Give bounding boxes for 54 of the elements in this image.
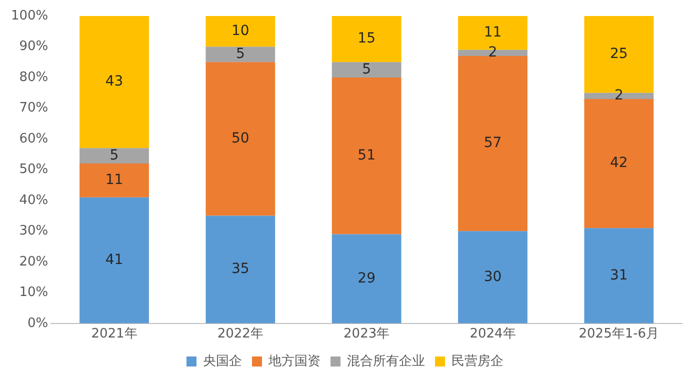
bar xyxy=(80,197,149,324)
bar xyxy=(332,77,402,234)
y-tick-label: 60% xyxy=(19,131,48,146)
data-label: 10 xyxy=(232,23,250,40)
data-label: 51 xyxy=(358,148,376,164)
bar xyxy=(206,62,276,216)
data-label: 43 xyxy=(105,74,124,90)
x-tick-label: 2024年 xyxy=(470,326,516,342)
data-label: 31 xyxy=(610,267,628,284)
legend-label: 民营房企 xyxy=(452,352,504,369)
y-tick-label: 80% xyxy=(19,70,48,85)
x-tick-label: 2021年 xyxy=(91,326,138,342)
y-tick-label: 20% xyxy=(19,254,48,270)
bar xyxy=(332,16,402,62)
bar xyxy=(584,228,654,324)
data-label: 11 xyxy=(105,172,124,188)
legend-label: 混合所有企业 xyxy=(347,354,425,369)
y-tick-label: 10% xyxy=(19,285,48,300)
data-label: 41 xyxy=(105,252,124,268)
x-tick-label: 2022年 xyxy=(217,326,264,342)
y-tick-label: 40% xyxy=(19,192,48,208)
legend-label: 地方国资 xyxy=(268,352,320,369)
bar xyxy=(206,46,276,62)
bar xyxy=(206,216,276,324)
bar xyxy=(332,234,402,324)
bar xyxy=(80,16,149,148)
data-label: 25 xyxy=(610,46,628,62)
y-tick-label: 100% xyxy=(10,8,48,24)
data-label: 42 xyxy=(610,155,628,172)
data-label: 11 xyxy=(484,24,502,41)
y-tick-label: 30% xyxy=(19,224,48,239)
legend-label: 央国企 xyxy=(203,354,242,369)
bar xyxy=(458,56,528,232)
data-label: 29 xyxy=(358,270,376,286)
x-tick-label: 2025年1-6月 xyxy=(578,326,660,342)
data-label: 5 xyxy=(236,46,245,62)
y-tick-label: 90% xyxy=(19,39,48,54)
bar xyxy=(80,148,149,164)
data-label: 35 xyxy=(232,261,250,278)
data-label: 30 xyxy=(484,268,502,285)
data-label: 50 xyxy=(232,130,250,147)
data-label: 15 xyxy=(358,30,376,47)
y-tick-label: 50% xyxy=(19,162,48,178)
bar xyxy=(458,231,528,324)
bar xyxy=(206,16,276,47)
y-tick-label: 0% xyxy=(28,316,48,331)
bar xyxy=(332,62,402,78)
data-label: 57 xyxy=(484,135,502,152)
data-label: 5 xyxy=(362,61,372,78)
bar xyxy=(584,99,654,228)
data-label: 5 xyxy=(110,148,119,164)
x-tick-label: 2023年 xyxy=(344,326,390,342)
y-tick-label: 70% xyxy=(19,100,48,116)
bar xyxy=(80,164,149,198)
